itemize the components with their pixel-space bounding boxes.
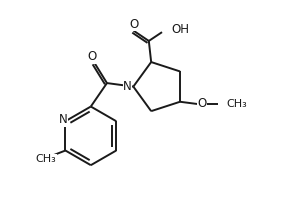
- Text: CH₃: CH₃: [226, 99, 247, 109]
- Text: OH: OH: [171, 23, 189, 36]
- Text: N: N: [59, 113, 67, 126]
- Text: CH₃: CH₃: [36, 154, 56, 164]
- Text: O: O: [197, 97, 206, 110]
- Text: O: O: [129, 18, 139, 31]
- Text: O: O: [88, 50, 97, 63]
- Text: N: N: [123, 79, 132, 92]
